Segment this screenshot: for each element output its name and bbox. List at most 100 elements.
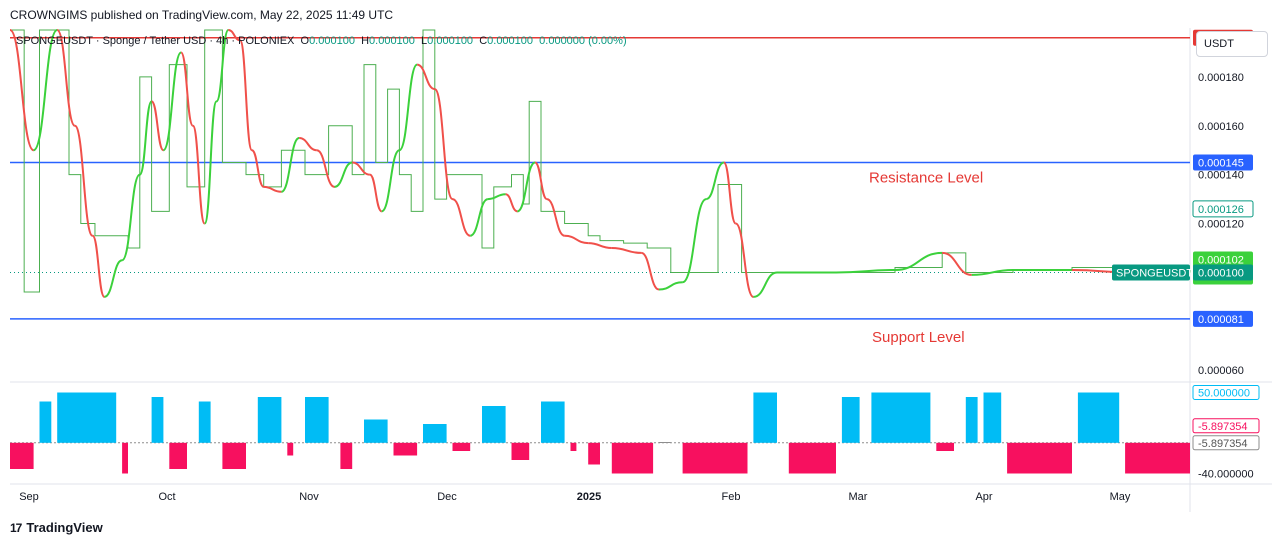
osc-bar: [10, 442, 34, 469]
ribbon-segment: [505, 193, 518, 213]
osc-bar: [39, 401, 52, 443]
ribbon-segment: [516, 161, 536, 213]
open-value: 0.000100: [309, 35, 355, 47]
osc-bar: [482, 406, 506, 443]
y-tick-label: 0.000140: [1198, 170, 1244, 182]
osc-bar: [340, 442, 353, 469]
osc-bar: [983, 392, 1002, 443]
ribbon-segment: [722, 161, 737, 225]
osc-bar: [541, 401, 565, 443]
osc-value-tag: [1192, 418, 1260, 434]
osc-bar: [222, 442, 246, 469]
symbol-price-tag-label: SPONGEUSDT: [1116, 267, 1193, 279]
price-levels: [10, 37, 1190, 320]
y-tick-label: 0.000060: [1198, 365, 1244, 377]
brand-name: TradingView: [26, 520, 103, 535]
ribbon-segment: [280, 137, 300, 193]
osc-bar: [198, 401, 211, 443]
osc-value-tag: [1192, 435, 1260, 451]
x-tick-label: Oct: [158, 491, 175, 503]
ribbon-segment: [103, 259, 123, 298]
ribbon-segment: [452, 198, 471, 237]
ribbon-segment: [487, 193, 506, 201]
price-level-tag-label: 0.000081: [1198, 314, 1244, 326]
low-value: 0.000100: [427, 35, 474, 47]
ribbon-segment: [734, 222, 755, 298]
price-level-tag: [1193, 154, 1253, 171]
level-annotation: Support Level: [872, 329, 965, 346]
axis-price-tag: [1193, 264, 1253, 281]
y-tick-label: 0.000160: [1198, 121, 1244, 133]
osc-value-tag: [1192, 385, 1260, 400]
osc-bar: [452, 442, 471, 451]
osc-bar: [611, 442, 654, 474]
osc-bar: [393, 442, 418, 456]
tradingview-logo-icon: 17: [10, 520, 22, 535]
ribbon-segment: [682, 198, 707, 284]
osc-value-label: -40.000000: [1198, 469, 1254, 481]
currency-button[interactable]: USDT: [1196, 31, 1268, 57]
ribbon-segment: [162, 51, 183, 152]
price-level-tag-label: 0.000145: [1198, 157, 1244, 169]
ribbon-segment: [380, 149, 401, 213]
symbol-line[interactable]: SPONGEUSDT · Sponge / Tether USD · 4h · …: [16, 35, 295, 47]
osc-bar: [122, 442, 128, 474]
x-tick-label: Dec: [437, 491, 457, 503]
ribbon-segment: [971, 269, 1014, 276]
osc-bar: [682, 442, 748, 474]
low-label: L: [421, 35, 428, 47]
ribbon-segment: [56, 29, 76, 127]
ribbon-segment: [316, 149, 335, 188]
ribbon-segment: [835, 269, 896, 274]
x-tick-label: 2025: [577, 491, 601, 503]
osc-bar: [1077, 392, 1120, 443]
ribbon-segment: [942, 251, 972, 276]
axis-price-tag: [1193, 251, 1253, 268]
ribbon-segment: [398, 63, 419, 152]
ribbon-segment: [263, 185, 282, 193]
high-label: H: [361, 35, 370, 47]
x-tick-label: May: [1110, 491, 1131, 503]
ribbon-segment: [239, 39, 253, 152]
close-value: 0.000100: [487, 35, 534, 47]
oscillator-pane: [10, 392, 1190, 474]
osc-bar: [305, 397, 329, 443]
osc-bar: [257, 397, 282, 443]
osc-bar: [871, 392, 931, 443]
ribbon-segment: [334, 161, 353, 188]
osc-bar: [364, 419, 388, 443]
high-value: 0.000100: [369, 35, 415, 47]
time-axis: Sep Oct Nov Dec 2025 Feb Mar Apr May: [19, 491, 1131, 503]
ribbon-segment: [368, 173, 383, 213]
ribbon-segment: [433, 88, 454, 201]
ribbon-segment: [228, 29, 241, 42]
osc-bar: [1125, 442, 1190, 474]
osc-bar: [1007, 442, 1072, 474]
tradingview-footer[interactable]: 17 TradingView: [10, 520, 103, 535]
osc-bar: [788, 442, 836, 474]
level-annotation: Resistance Level: [869, 169, 983, 186]
axis-price-tag-label: 0.000100: [1198, 267, 1244, 279]
axis-price-tag-label: 0.000126: [1198, 204, 1244, 216]
ribbon-segment: [469, 198, 489, 237]
symbol-price-tag: [1112, 264, 1190, 281]
symbol-legend[interactable]: SPONGEUSDT · Sponge / Tether USD · 4h · …: [16, 35, 627, 47]
ribbon-segment: [191, 124, 206, 225]
x-tick-label: Mar: [849, 491, 868, 503]
price-level-tag: [1193, 310, 1253, 327]
x-tick-label: Nov: [299, 491, 319, 503]
ribbon-segment: [640, 251, 660, 291]
x-tick-label: Feb: [722, 491, 741, 503]
change-value: 0.000000 (0.00%): [539, 35, 627, 47]
ribbon-segment: [32, 29, 59, 152]
osc-bar: [287, 442, 294, 456]
ribbon-segment: [73, 124, 94, 237]
osc-bar: [169, 442, 187, 469]
osc-bar: [936, 442, 954, 451]
ribbon-segment: [215, 29, 230, 103]
price-step-line: [10, 29, 1191, 293]
ribbon-segment: [352, 161, 371, 176]
osc-value-label: 50.000000: [1198, 388, 1250, 400]
ribbon-segment: [753, 271, 778, 298]
